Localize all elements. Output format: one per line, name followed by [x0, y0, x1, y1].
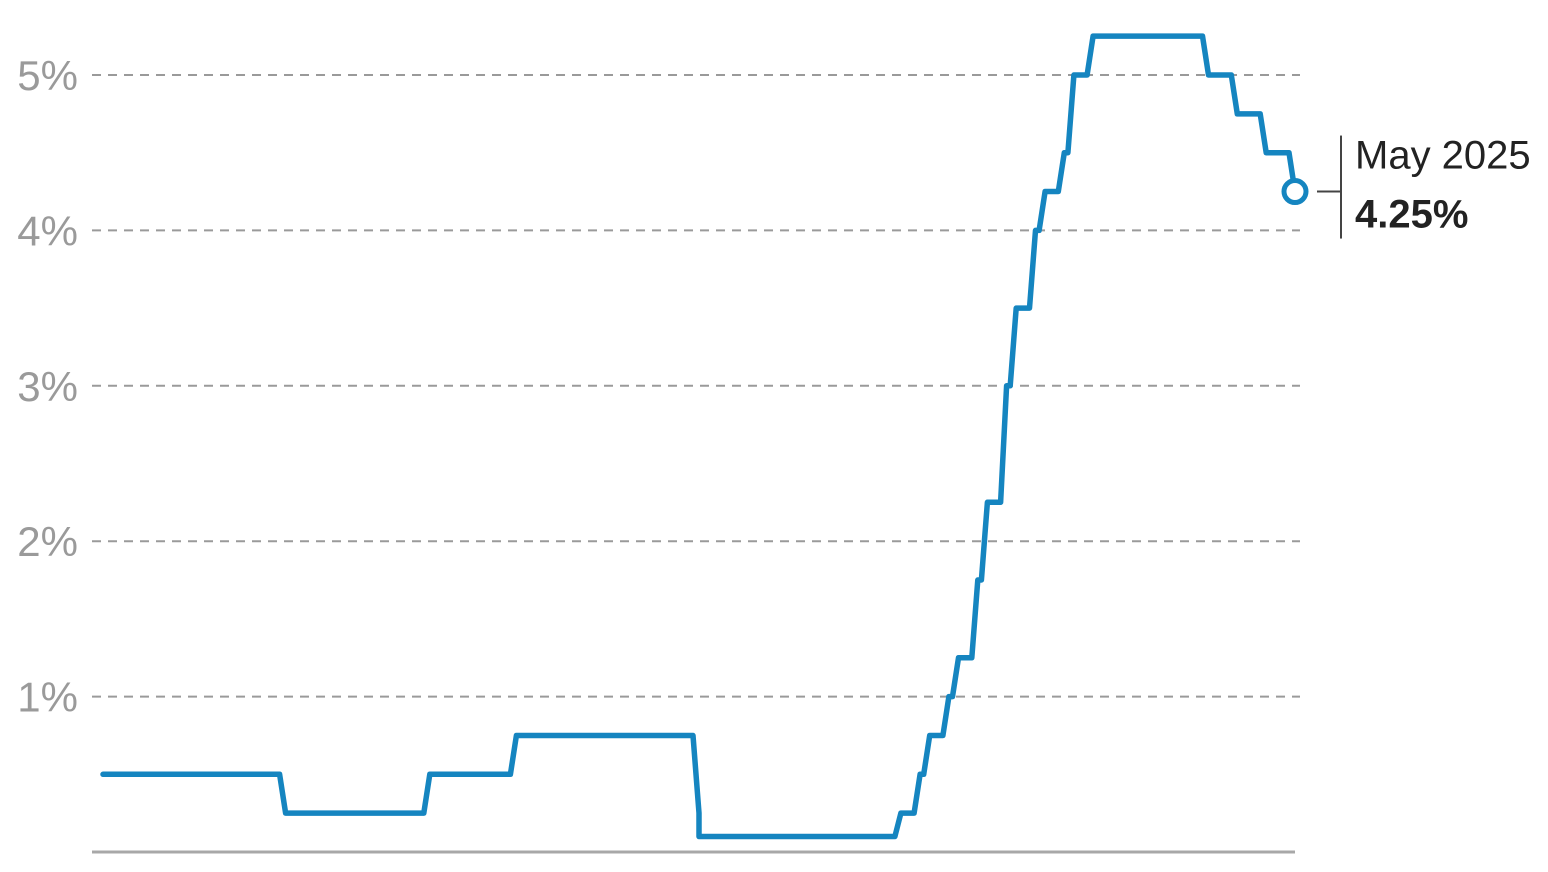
- y-gridlines: [92, 74, 1300, 698]
- series-line: [100, 33, 1298, 840]
- latest-value-callout: May 2025 4.25%: [1317, 134, 1531, 239]
- latest-point-marker: [1281, 178, 1309, 206]
- callout-date-label: May 2025: [1355, 134, 1531, 178]
- y-tick-label: 5%: [17, 52, 78, 99]
- y-tick-label: 4%: [17, 207, 78, 254]
- y-tick-label: 2%: [17, 518, 78, 565]
- y-tick-labels: 1% 2% 3% 4% 5%: [17, 52, 78, 721]
- y-tick-label: 1%: [17, 674, 78, 721]
- callout-value-label: 4.25%: [1355, 193, 1468, 237]
- y-tick-label: 3%: [17, 363, 78, 410]
